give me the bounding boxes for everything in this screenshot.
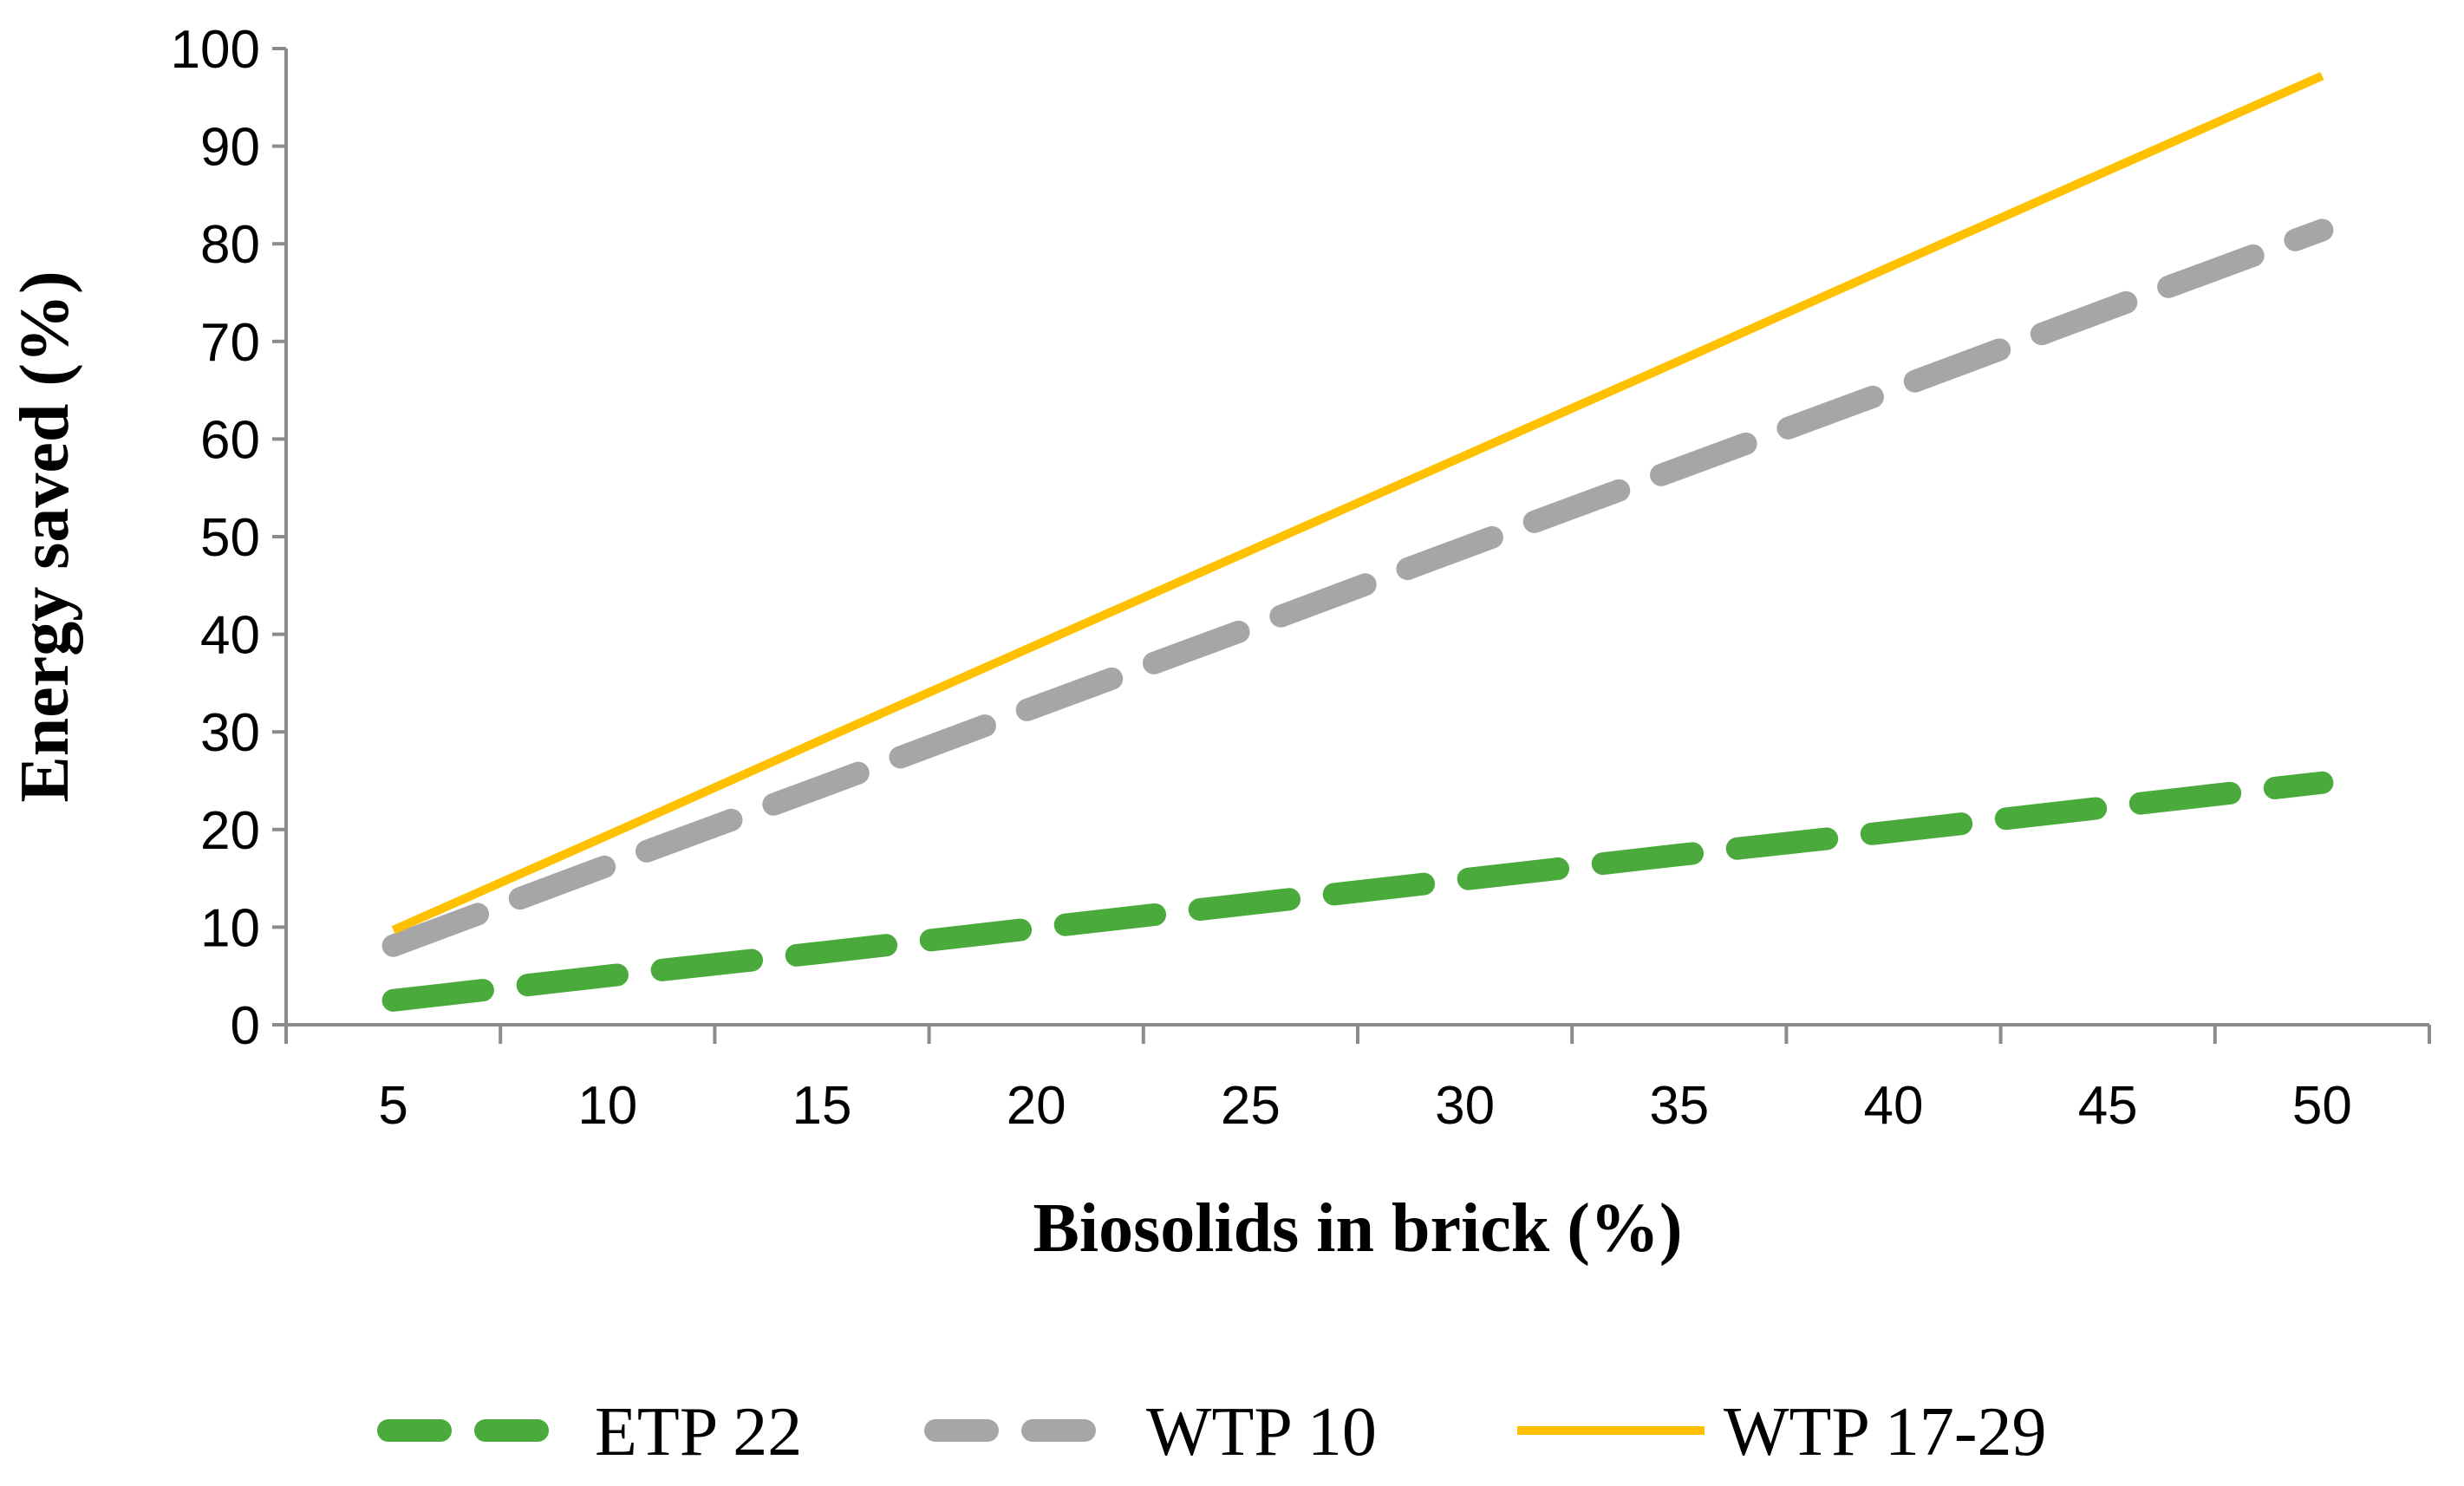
x-tick-label: 35 <box>1649 1076 1709 1136</box>
legend: ETP 22 WTP 10 WTP 17-29 <box>377 1394 2047 1470</box>
x-tick-label: 40 <box>1864 1076 1924 1136</box>
y-axis-ticks: 0 10 20 30 40 50 60 70 80 90 100 <box>171 20 286 1056</box>
y-tick-label: 90 <box>200 118 260 178</box>
chart-axes <box>284 49 2429 1027</box>
y-tick-label: 60 <box>200 410 260 470</box>
x-axis-title: Biosolids in brick (%) <box>1033 1190 1682 1267</box>
legend-label-wtp-10: WTP 10 <box>1146 1394 1377 1470</box>
y-tick-label: 30 <box>200 703 260 763</box>
y-tick-label: 0 <box>231 996 260 1056</box>
x-tick-label: 25 <box>1221 1076 1281 1136</box>
y-tick-label: 20 <box>200 801 260 861</box>
y-tick-label: 80 <box>200 215 260 275</box>
y-tick-label: 40 <box>200 606 260 666</box>
series-line-etp-22 <box>381 771 2334 1012</box>
x-tick-label: 30 <box>1435 1076 1495 1136</box>
legend-label-etp-22: ETP 22 <box>595 1394 802 1470</box>
series-line-wtp-10 <box>381 218 2334 957</box>
x-tick-label: 45 <box>2078 1076 2138 1136</box>
y-tick-label: 10 <box>200 898 260 958</box>
legend-label-wtp-17-29: WTP 17-29 <box>1724 1394 2047 1470</box>
x-tick-label: 20 <box>1007 1076 1066 1136</box>
series-line-wtp-17-29 <box>391 71 2324 935</box>
x-tick-label: 15 <box>792 1076 852 1136</box>
y-tick-label: 70 <box>200 313 260 373</box>
x-tick-label: 5 <box>378 1076 407 1136</box>
y-axis-title: Energy saved (%) <box>7 270 83 802</box>
y-tick-label: 50 <box>200 508 260 568</box>
x-axis-ticks: 5 10 15 20 25 30 35 40 45 50 <box>284 1025 2431 1136</box>
y-tick-label: 100 <box>171 20 260 80</box>
x-tick-label: 10 <box>577 1076 637 1136</box>
x-tick-label: 50 <box>2292 1076 2352 1136</box>
series-layer <box>381 71 2334 1012</box>
